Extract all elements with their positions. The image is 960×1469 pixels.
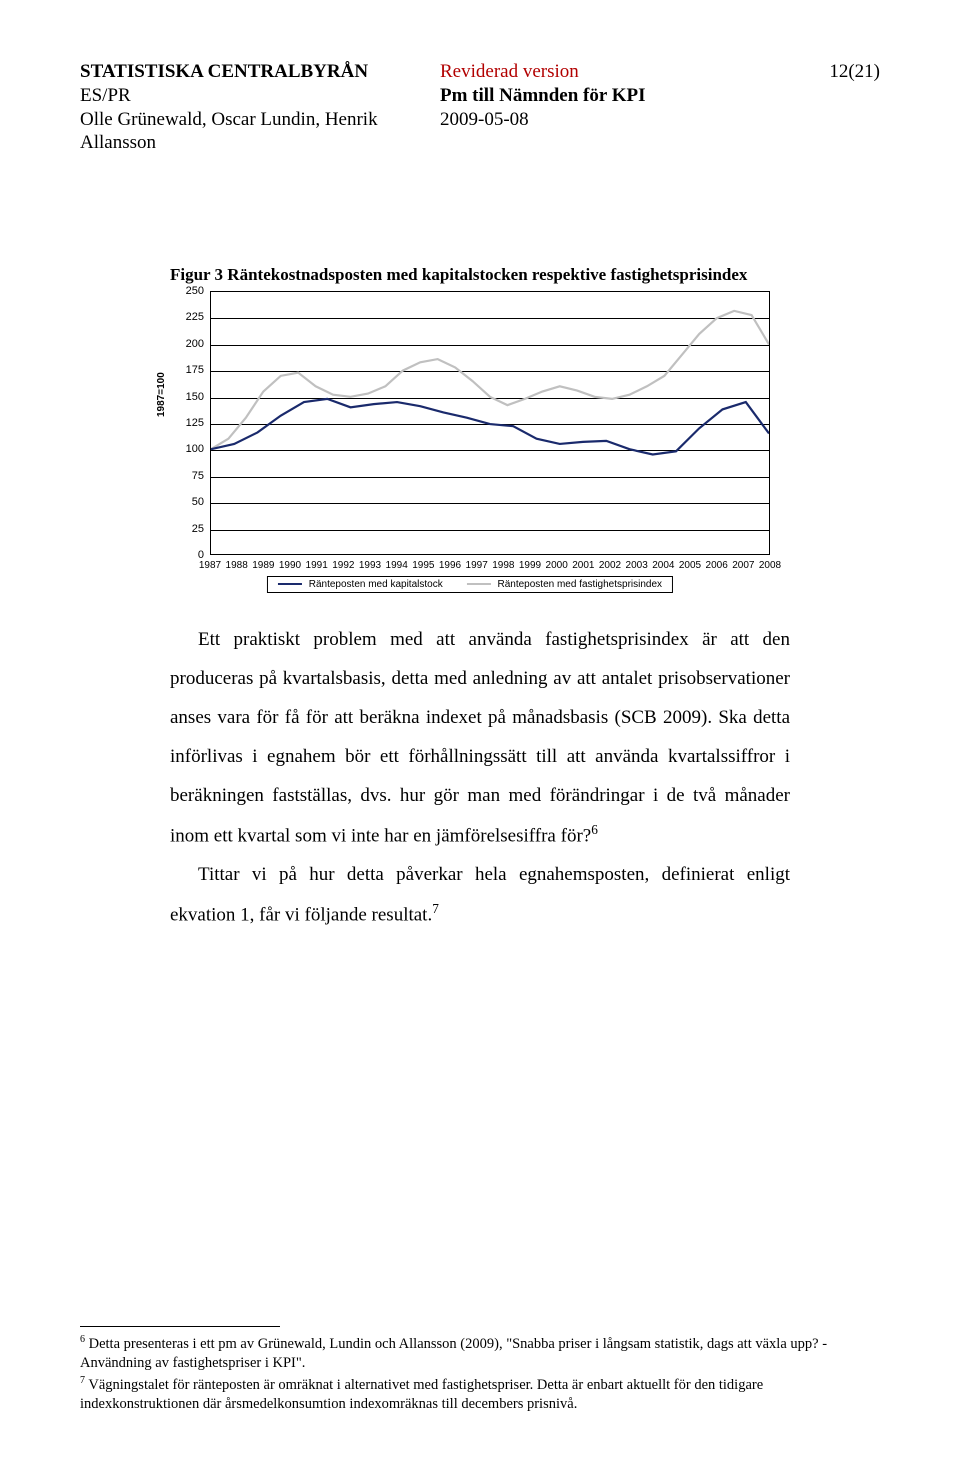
ytick-label: 100 — [170, 443, 204, 455]
footnotes: 6 Detta presenteras i ett pm av Grünewal… — [80, 1326, 880, 1415]
xtick-label: 2002 — [599, 560, 621, 571]
paragraph-2: Tittar vi på hur detta påverkar hela egn… — [170, 856, 790, 935]
header-left: STATISTISKA CENTRALBYRÅN ES/PR Olle Grün… — [80, 60, 440, 155]
legend-swatch-1 — [278, 583, 302, 585]
xtick-label: 1990 — [279, 560, 301, 571]
ytick-label: 150 — [170, 391, 204, 403]
dept: ES/PR — [80, 84, 440, 108]
legend-label-1: Ränteposten med kapitalstock — [309, 579, 443, 590]
y-axis-label: 1987=100 — [156, 372, 167, 417]
xtick-label: 2003 — [626, 560, 648, 571]
xtick-label: 1991 — [306, 560, 328, 571]
xtick-label: 1998 — [492, 560, 514, 571]
ytick-label: 125 — [170, 417, 204, 429]
legend-item-1: Ränteposten med kapitalstock — [278, 579, 443, 590]
xtick-label: 2008 — [759, 560, 781, 571]
ytick-label: 250 — [170, 285, 204, 297]
fn7-text: Vägningstalet för ränteposten är omräkna… — [80, 1377, 763, 1413]
xtick-label: 2001 — [572, 560, 594, 571]
authors: Olle Grünewald, Oscar Lundin, Henrik All… — [80, 108, 440, 156]
xtick-label: 1999 — [519, 560, 541, 571]
p2-footref: 7 — [432, 901, 439, 916]
series-line — [211, 399, 769, 455]
legend-label-2: Ränteposten med fastighetsprisindex — [497, 579, 662, 590]
xtick-label: 1997 — [466, 560, 488, 571]
figure-caption: Figur 3 Räntekostnadsposten med kapitals… — [170, 265, 790, 285]
footnote-rule — [80, 1326, 280, 1327]
ytick-label: 75 — [170, 470, 204, 482]
xtick-label: 1992 — [332, 560, 354, 571]
revised-note: Reviderad version — [440, 60, 800, 84]
pm-title: Pm till Nämnden för KPI — [440, 84, 800, 108]
ytick-label: 25 — [170, 523, 204, 535]
xtick-label: 1993 — [359, 560, 381, 571]
page-number: 12(21) — [800, 60, 880, 84]
org-name: STATISTISKA CENTRALBYRÅN — [80, 60, 440, 84]
footnote-7: 7 Vägningstalet för ränteposten är omräk… — [80, 1374, 880, 1415]
fn6-text: Detta presenteras i ett pm av Grünewald,… — [80, 1336, 827, 1372]
legend-swatch-2 — [467, 583, 491, 585]
xtick-label: 2005 — [679, 560, 701, 571]
xtick-label: 1989 — [252, 560, 274, 571]
plot-area — [210, 291, 770, 555]
pm-date: 2009-05-08 — [440, 108, 800, 132]
xtick-label: 2000 — [546, 560, 568, 571]
header-right: 12(21) — [800, 60, 880, 84]
page: STATISTISKA CENTRALBYRÅN ES/PR Olle Grün… — [0, 0, 960, 1469]
ytick-label: 225 — [170, 311, 204, 323]
content-block: Figur 3 Räntekostnadsposten med kapitals… — [170, 265, 790, 935]
paragraph-1: Ett praktiskt problem med att använda fa… — [170, 621, 790, 856]
xtick-label: 1987 — [199, 560, 221, 571]
xtick-label: 2006 — [706, 560, 728, 571]
chart: 1987=100 0255075100125150175200225250 19… — [170, 291, 770, 591]
xtick-label: 2004 — [652, 560, 674, 571]
ytick-label: 50 — [170, 496, 204, 508]
xtick-label: 2007 — [732, 560, 754, 571]
body-text: Ett praktiskt problem med att använda fa… — [170, 621, 790, 935]
xtick-label: 1996 — [439, 560, 461, 571]
page-header: STATISTISKA CENTRALBYRÅN ES/PR Olle Grün… — [80, 60, 880, 155]
xtick-label: 1988 — [226, 560, 248, 571]
line-series — [211, 292, 769, 554]
header-middle: Reviderad version Pm till Nämnden för KP… — [440, 60, 800, 131]
ytick-label: 200 — [170, 338, 204, 350]
xtick-label: 1995 — [412, 560, 434, 571]
p1-footref: 6 — [591, 822, 598, 837]
p2-text: Tittar vi på hur detta påverkar hela egn… — [170, 864, 790, 925]
chart-legend: Ränteposten med kapitalstock Ränteposten… — [267, 576, 673, 593]
ytick-label: 175 — [170, 364, 204, 376]
footnote-6: 6 Detta presenteras i ett pm av Grünewal… — [80, 1333, 880, 1374]
p1-text: Ett praktiskt problem med att använda fa… — [170, 629, 790, 846]
legend-item-2: Ränteposten med fastighetsprisindex — [467, 579, 662, 590]
xtick-label: 1994 — [386, 560, 408, 571]
series-line — [211, 311, 769, 449]
